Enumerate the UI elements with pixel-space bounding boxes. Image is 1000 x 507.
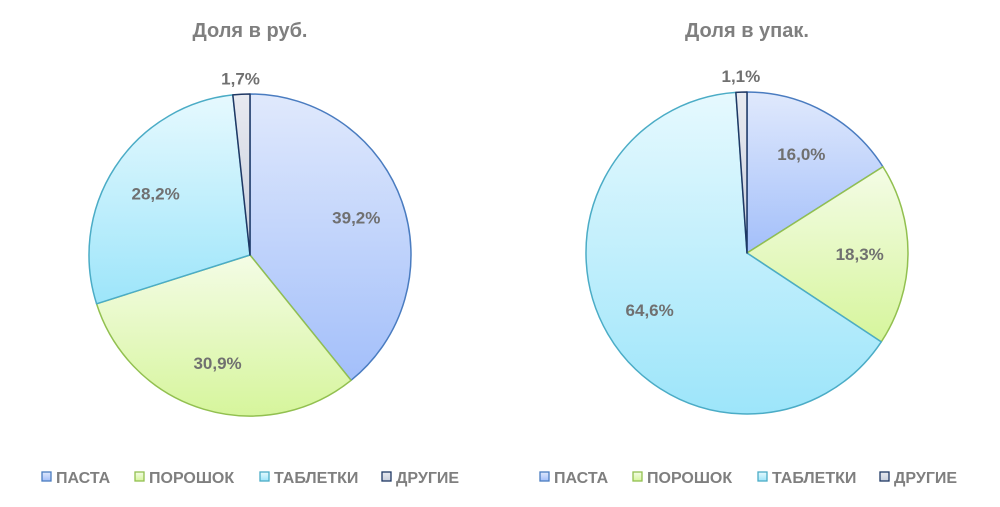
pie-slice-другие [232, 93, 251, 256]
data-label: 1,7% [221, 69, 260, 88]
legend-label: ДРУГИЕ [396, 470, 459, 487]
legend-swatch [539, 471, 550, 482]
pie-slice-другие [735, 91, 748, 254]
chart-title: Доля в упак. [685, 20, 809, 42]
legend-label: ПОРОШОК [149, 470, 234, 487]
pie-slice-порошок [95, 254, 352, 417]
legend-label: ПАСТА [554, 470, 609, 487]
legend-swatch [757, 471, 768, 482]
legend-label: ПОРОШОК [647, 470, 732, 487]
pie-slice-паста [249, 93, 412, 382]
data-label: 30,9% [193, 354, 241, 373]
data-label: 18,3% [836, 245, 884, 264]
data-label: 39,2% [332, 208, 380, 227]
legend-label: ДРУГИЕ [894, 470, 957, 487]
legend-swatch [41, 471, 52, 482]
pie-slice-таблетки [585, 91, 883, 415]
pie-slice-таблетки [88, 94, 251, 305]
data-label: 28,2% [132, 184, 180, 203]
chart-title: Доля в руб. [193, 20, 308, 42]
data-label: 1,1% [722, 67, 761, 86]
data-label: 64,6% [626, 301, 674, 320]
legend-label: ТАБЛЕТКИ [772, 470, 856, 487]
legend-label: ТАБЛЕТКИ [274, 470, 358, 487]
pie-slice-паста [746, 91, 884, 254]
legend-swatch [134, 471, 145, 482]
legend-label: ПАСТА [56, 470, 111, 487]
legend-swatch [381, 471, 392, 482]
data-label: 16,0% [777, 145, 825, 164]
pie-slice-порошок [746, 165, 909, 343]
legend-swatch [632, 471, 643, 482]
legend-swatch [259, 471, 270, 482]
legend-swatch [879, 471, 890, 482]
